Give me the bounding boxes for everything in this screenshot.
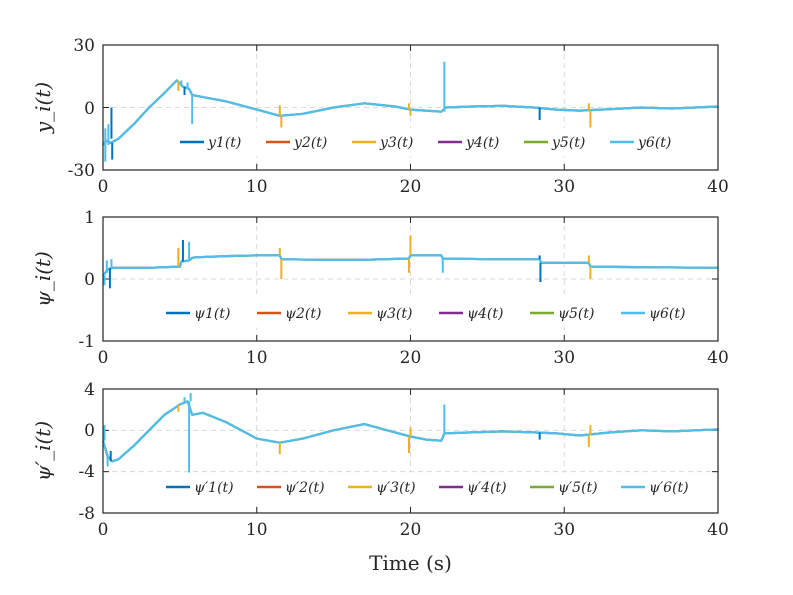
panel-2-legend-label-5: ψ5(t) <box>558 306 594 322</box>
panel-1-data <box>102 61 719 162</box>
panel-2-xtick-2: 10 <box>246 348 268 368</box>
panel-1-legend-label-5: y5(t) <box>551 135 585 151</box>
panel-3-xtick-2: 10 <box>246 520 268 540</box>
panel-2-ytick-1: 1 <box>84 208 95 228</box>
panel-3-ylabel-text: ψ′_i(t) <box>31 421 55 481</box>
panel-1-xtick-4: 30 <box>553 177 575 197</box>
panel-1-xtick-1: 0 <box>98 177 109 197</box>
panel-3-data <box>101 393 719 485</box>
panel-1-legend-label-1: y1(t) <box>207 135 241 151</box>
panel-3-legend: ψ′1(t) ψ′2(t) ψ′3(t) ψ′4(t) ψ′5(t) ψ′6(t) <box>166 480 689 496</box>
panel-2-xtick-1: 0 <box>98 348 109 368</box>
panel-2-frame <box>102 216 719 342</box>
panel-1-ytick-2: 0 <box>84 99 95 119</box>
panel-3: 4 0 -4 -8 0 10 20 30 40 ψ′_i(t) ψ′1(t) ψ′… <box>31 380 729 540</box>
panel-1-ytick-1: 30 <box>73 36 95 56</box>
panel-2-xtick-3: 20 <box>400 348 422 368</box>
panel-2-legend-label-4: ψ4(t) <box>467 306 503 322</box>
panel-3-xtick-4: 30 <box>553 520 575 540</box>
panel-3-frame <box>102 388 719 514</box>
panel-3-legend-label-1: ψ′1(t) <box>194 480 234 496</box>
panel-2-xtick-5: 40 <box>707 348 729 368</box>
panel-3-series-6-line <box>101 400 719 463</box>
panel-2: 1 0 -1 0 10 20 30 40 ψ_i(t) ψ1(t) ψ2(t) ψ3… <box>31 208 729 368</box>
panel-1-gridlines <box>103 45 718 170</box>
panel-1-ylabel-text: y_i(t) <box>31 82 55 134</box>
panel-3-xtick-5: 40 <box>707 520 729 540</box>
panel-3-ytick-3: -4 <box>78 462 95 482</box>
panel-2-legend-label-1: ψ1(t) <box>194 306 230 322</box>
panel-3-legend-label-3: ψ′3(t) <box>376 480 416 496</box>
panel-2-legend-label-6: ψ6(t) <box>649 306 685 322</box>
panel-3-ylabel: ψ′_i(t) <box>31 421 55 481</box>
panel-1-legend-label-2: y2(t) <box>293 135 327 151</box>
panel-1-legend-label-6: y6(t) <box>637 135 671 151</box>
panel-2-legend-label-3: ψ3(t) <box>376 306 412 322</box>
panel-3-ytick-2: 0 <box>84 421 95 441</box>
panel-2-ytick-3: -1 <box>78 332 95 352</box>
panel-1-ytick-3: -30 <box>68 161 95 181</box>
panel-1-legend-label-3: y3(t) <box>379 135 413 151</box>
panel-2-xtick-4: 30 <box>553 348 575 368</box>
panel-1-ylabel: y_i(t) <box>31 82 55 134</box>
panel-1-series-6-line <box>102 79 719 146</box>
panel-1-legend: y1(t) y2(t) y3(t) y4(t) y5(t) y6(t) <box>180 135 671 151</box>
panel-1-xtick-2: 10 <box>246 177 268 197</box>
panel-3-xtick-1: 0 <box>98 520 109 540</box>
panel-2-legend: ψ1(t) ψ2(t) ψ3(t) ψ4(t) ψ5(t) ψ6(t) <box>166 306 685 322</box>
panel-3-legend-label-6: ψ′6(t) <box>649 480 689 496</box>
panel-3-xtick-3: 20 <box>400 520 422 540</box>
panel-3-legend-label-2: ψ′2(t) <box>285 480 325 496</box>
panel-1-xtick-5: 40 <box>707 177 729 197</box>
panel-2-ylabel: ψ_i(t) <box>31 251 55 307</box>
panel-2-ytick-2: 0 <box>84 270 95 290</box>
panel-1-frame <box>102 44 719 171</box>
panel-2-ylabel-text: ψ_i(t) <box>31 251 55 307</box>
panel-3-legend-label-4: ψ′4(t) <box>467 480 507 496</box>
panel-3-ytick-4: -8 <box>78 504 95 524</box>
panel-2-data <box>102 235 719 289</box>
panel-1: 30 0 -30 0 10 20 30 40 y_i(t) y1(t) y2(t)… <box>31 36 729 197</box>
panel-2-legend-label-2: ψ2(t) <box>285 306 321 322</box>
panel-1-legend-label-4: y4(t) <box>465 135 499 151</box>
panel-3-ytick-1: 4 <box>84 380 95 400</box>
panel-3-legend-label-5: ψ′5(t) <box>558 480 598 496</box>
panel-1-xtick-3: 20 <box>400 177 422 197</box>
x-axis-label: Time (s) <box>369 551 452 575</box>
